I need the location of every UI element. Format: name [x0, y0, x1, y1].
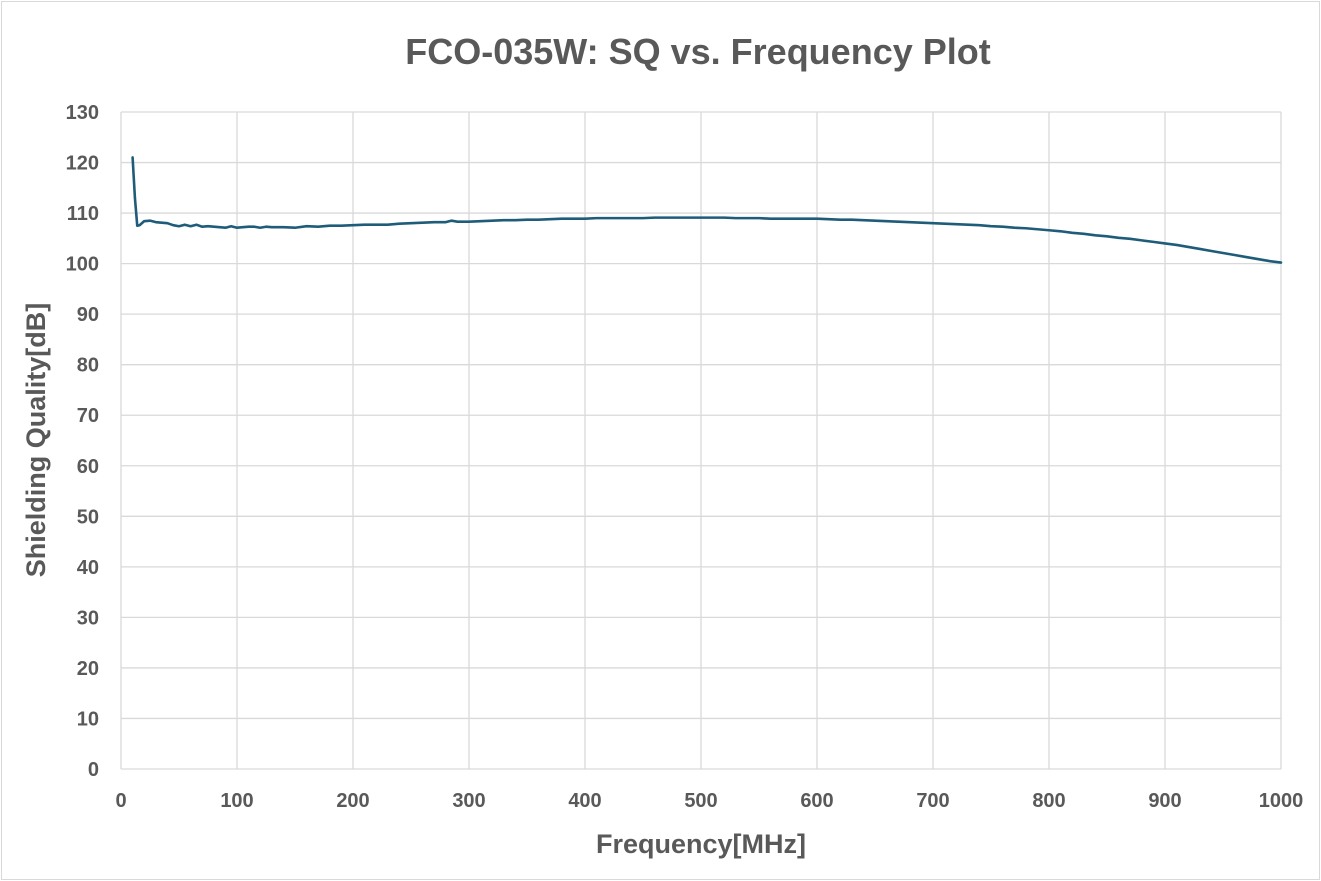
y-tick-label: 130 — [66, 102, 99, 124]
x-tick-label: 600 — [800, 790, 833, 812]
y-tick-label: 60 — [77, 456, 99, 478]
y-axis-title: Shielding Quality[dB] — [21, 303, 51, 578]
x-axis-title: Frequency[MHz] — [596, 829, 806, 859]
y-tick-label: 40 — [77, 557, 99, 579]
x-tick-label: 200 — [336, 790, 369, 812]
y-tick-label: 120 — [66, 153, 99, 175]
y-tick-label: 10 — [77, 708, 99, 730]
x-tick-label: 800 — [1032, 790, 1065, 812]
grid — [120, 111, 1282, 770]
y-tick-label: 90 — [77, 304, 99, 326]
x-tick-label: 1000 — [1259, 790, 1304, 812]
x-tick-label: 300 — [452, 790, 485, 812]
y-tick-label: 20 — [77, 658, 99, 680]
x-tick-label: 500 — [684, 790, 717, 812]
y-tick-label: 100 — [66, 254, 99, 276]
y-tick-label: 0 — [88, 759, 99, 781]
x-axis-ticks: 0 100 200 300 400 500 600 700 800 900 1000 — [115, 790, 1303, 812]
chart-title: FCO-035W: SQ vs. Frequency Plot — [405, 31, 990, 72]
y-tick-label: 70 — [77, 405, 99, 427]
y-tick-label: 30 — [77, 607, 99, 629]
series-layer — [131, 156, 1283, 264]
x-tick-label: 400 — [568, 790, 601, 812]
y-axis-ticks: 0 10 20 30 40 50 60 70 80 90 100 110 120 130 — [66, 102, 99, 781]
series-line — [131, 156, 1283, 264]
x-tick-label: 0 — [115, 790, 126, 812]
y-tick-label: 110 — [67, 203, 99, 225]
y-tick-label: 80 — [77, 355, 99, 377]
y-tick-label: 50 — [77, 506, 99, 528]
x-tick-label: 900 — [1148, 790, 1181, 812]
x-tick-label: 100 — [220, 790, 253, 812]
x-tick-label: 700 — [916, 790, 949, 812]
